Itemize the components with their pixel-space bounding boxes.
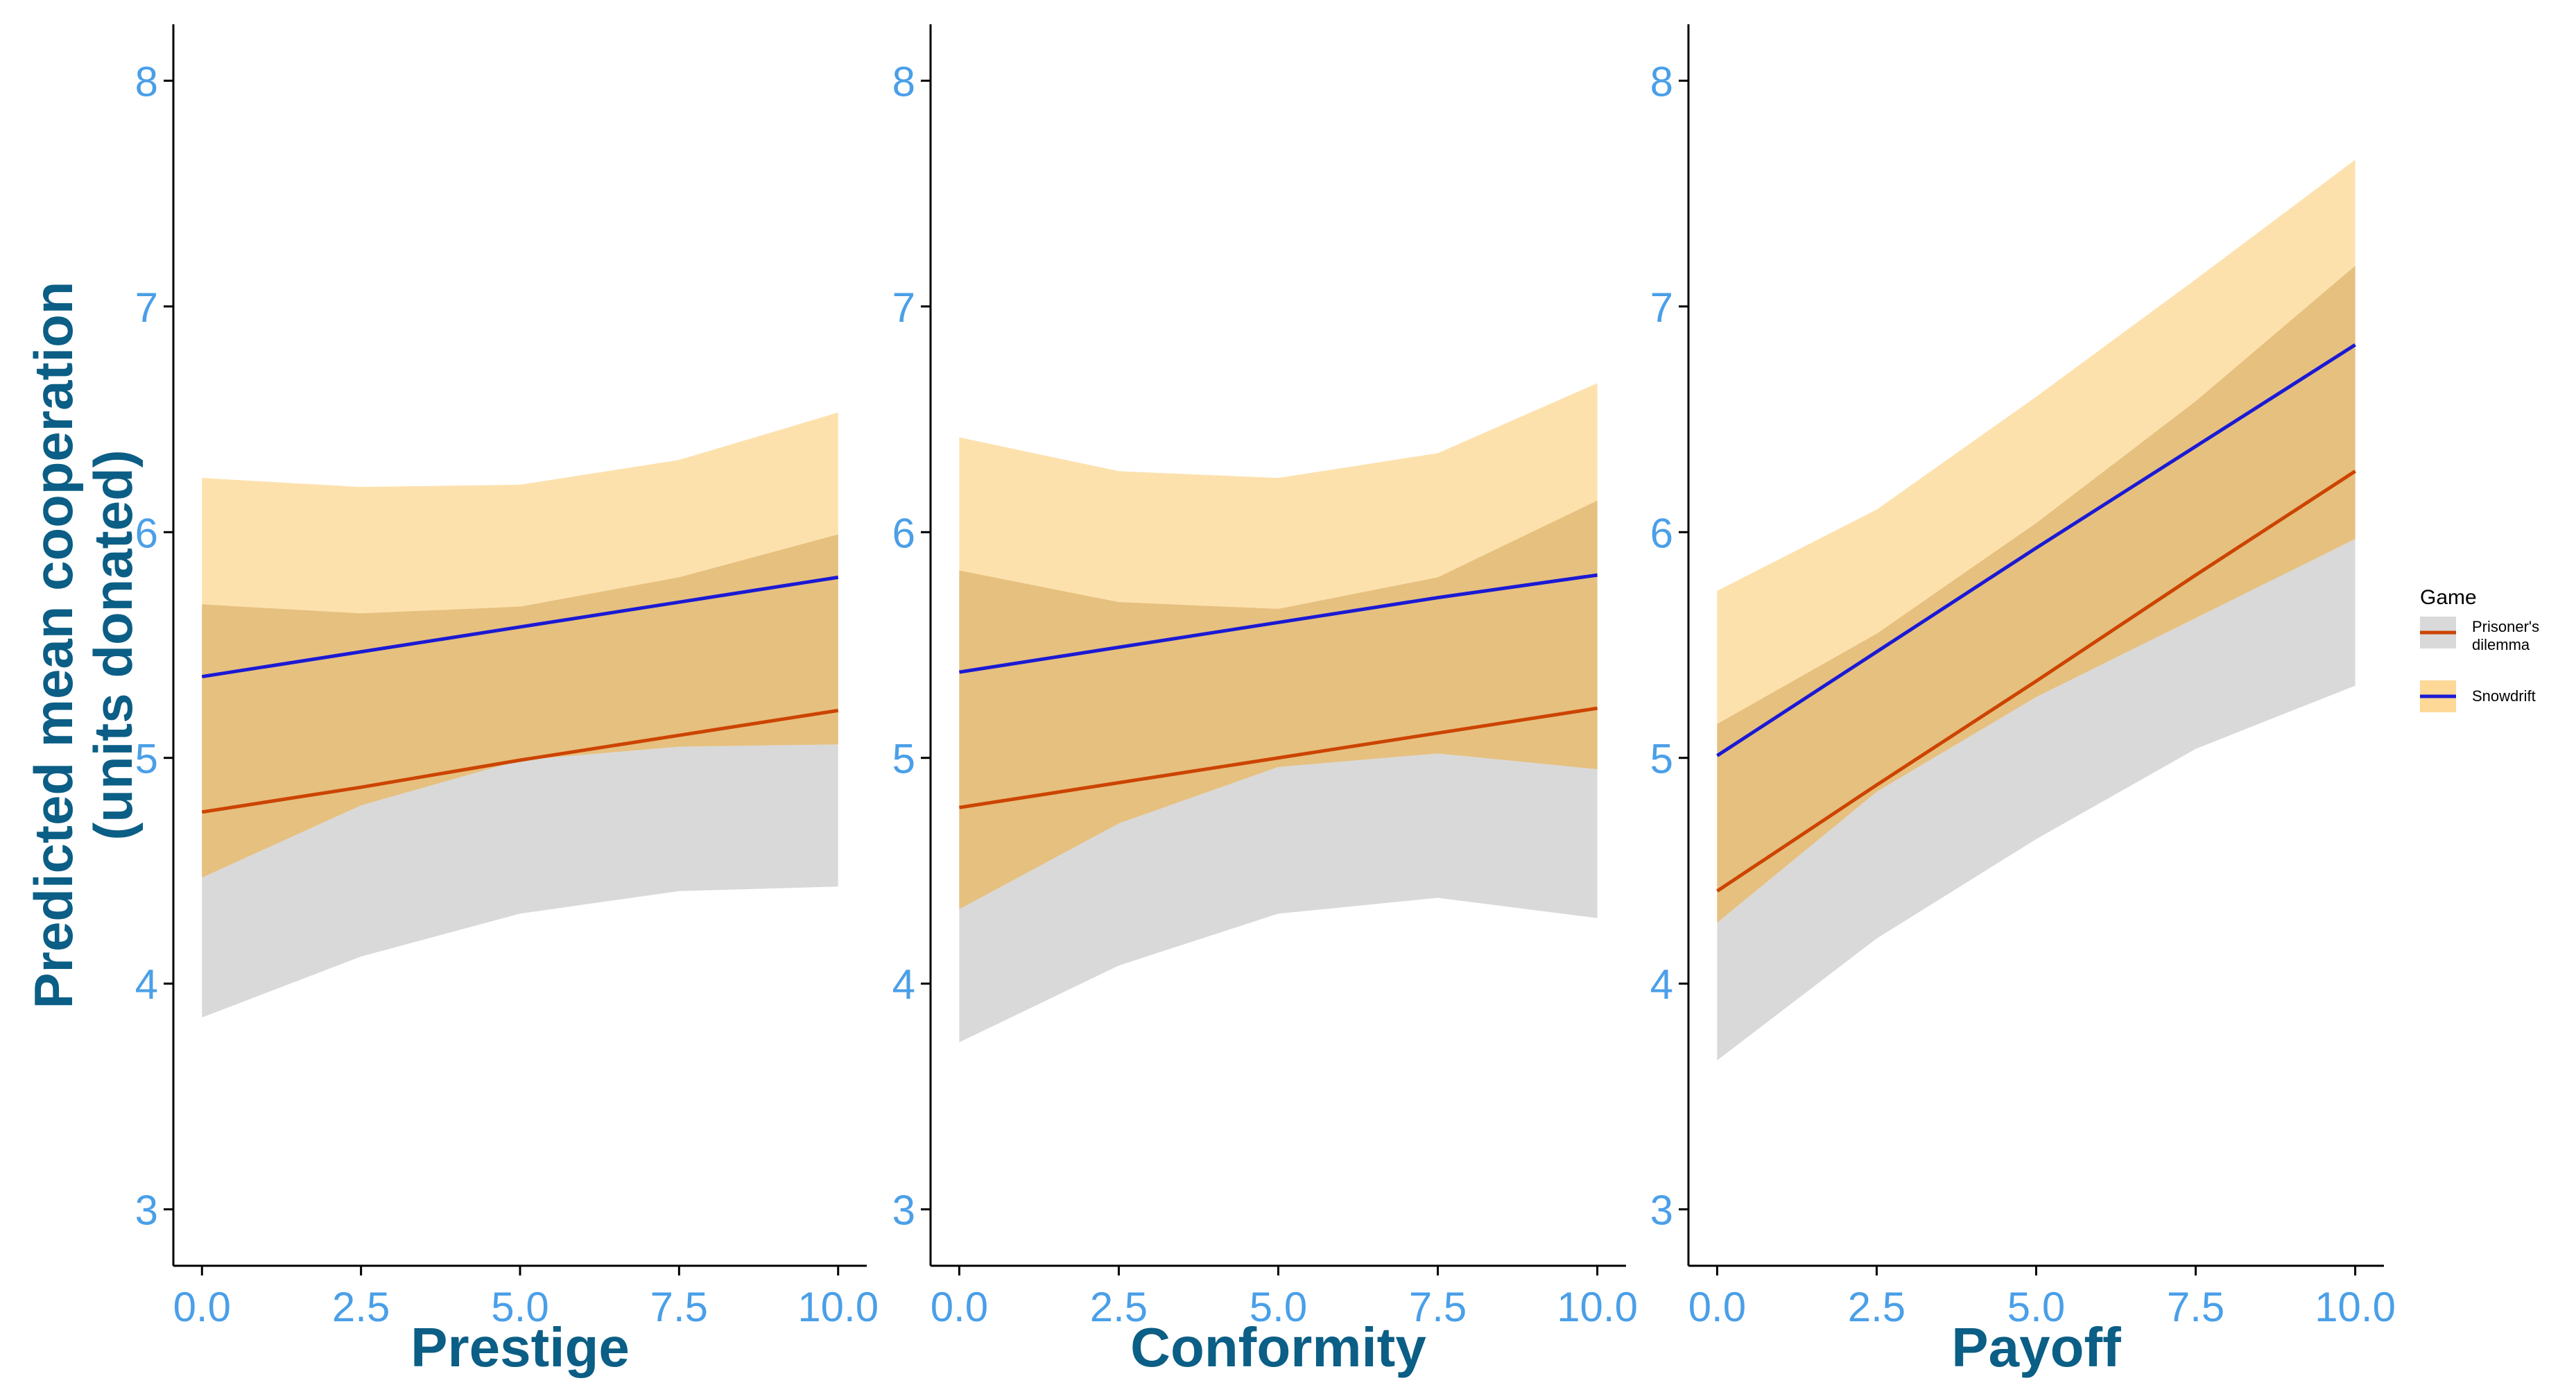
y-tick-label: 5 <box>1650 736 1673 782</box>
x-axis-title: Payoff <box>1951 1316 2121 1378</box>
y-tick-label: 8 <box>1650 58 1673 105</box>
x-tick-label: 5.0 <box>491 1284 548 1330</box>
panel-2: 3 4 5 6 7 8 0.0 2.5 5.0 7.5 10.0 Conformity <box>892 24 1638 1378</box>
legend-title: Game <box>2420 586 2477 609</box>
fit-line-snowdrift <box>959 573 1598 674</box>
y-tick-label: 3 <box>892 1187 915 1234</box>
fit-line-snowdrift <box>201 575 839 679</box>
panel-1: 3 4 5 6 7 8 0.0 2.5 5.0 7.5 10.0 Prestige <box>135 24 879 1378</box>
legend-label-prisoners-dilemma: Prisoner's dilemma <box>2472 618 2540 653</box>
x-axis-title: Prestige <box>410 1316 630 1378</box>
y-tick-label: 6 <box>135 510 158 556</box>
y-axis-title-line1: Predicted mean cooperation <box>23 281 84 1009</box>
y-tick-label: 5 <box>892 736 915 782</box>
y-tick-label: 8 <box>892 58 915 105</box>
x-tick-label: 0.0 <box>1688 1284 1746 1330</box>
legend-key-prisoners-dilemma <box>2420 617 2456 648</box>
y-tick-label: 8 <box>135 58 158 105</box>
x-tick-label: 7.5 <box>1409 1284 1467 1330</box>
y-tick-label: 6 <box>1650 510 1673 556</box>
x-tick-label: 2.5 <box>332 1284 390 1330</box>
y-tick-label: 7 <box>892 284 915 331</box>
x-tick-label: 2.5 <box>1848 1284 1905 1330</box>
y-tick-label: 4 <box>892 961 915 1008</box>
legend-entry-snowdrift: Snowdrift <box>2420 680 2573 744</box>
x-tick-label: 10.0 <box>1557 1284 1638 1330</box>
fit-line-prisoners-dilemma <box>201 708 839 814</box>
legend-label-snowdrift: Snowdrift <box>2472 687 2536 705</box>
y-tick-label: 7 <box>1650 284 1673 331</box>
y-tick-label: 3 <box>1650 1187 1673 1234</box>
fit-line-prisoners-dilemma <box>959 706 1598 809</box>
legend-entry-prisoners-dilemma: Prisoner's dilemma <box>2420 617 2573 680</box>
ci-band-overlap <box>1717 266 2355 923</box>
x-tick-label: 0.0 <box>173 1284 231 1330</box>
x-tick-label: 7.5 <box>650 1284 708 1330</box>
y-tick-label: 5 <box>135 736 158 782</box>
ci-band-overlap <box>959 500 1598 909</box>
y-tick-label: 4 <box>1650 961 1673 1008</box>
x-tick-label: 2.5 <box>1090 1284 1148 1330</box>
x-tick-label: 7.5 <box>2167 1284 2224 1330</box>
x-axis-title: Conformity <box>1130 1316 1426 1378</box>
x-tick-label: 10.0 <box>2315 1284 2396 1330</box>
y-tick-label: 6 <box>892 510 915 556</box>
y-tick-label: 4 <box>135 961 158 1008</box>
panel-3: 3 4 5 6 7 8 0.0 2.5 5.0 7.5 10.0 Payoff <box>1650 24 2396 1378</box>
x-tick-label: 10.0 <box>797 1284 879 1330</box>
y-tick-label: 7 <box>135 284 158 331</box>
fit-line-prisoners-dilemma <box>1716 470 2356 893</box>
fit-line-snowdrift <box>1716 343 2356 757</box>
legend-key-snowdrift <box>2420 680 2456 712</box>
y-axis-title-line2: (units donated) <box>83 449 144 841</box>
x-tick-label: 5.0 <box>1250 1284 1307 1330</box>
legend: Game Prisoner's dilemma Snowdrift <box>2420 586 2573 744</box>
x-tick-label: 0.0 <box>931 1284 988 1330</box>
ci-band-overlap <box>202 534 838 878</box>
x-tick-label: 5.0 <box>2007 1284 2065 1330</box>
y-tick-label: 3 <box>135 1187 158 1234</box>
